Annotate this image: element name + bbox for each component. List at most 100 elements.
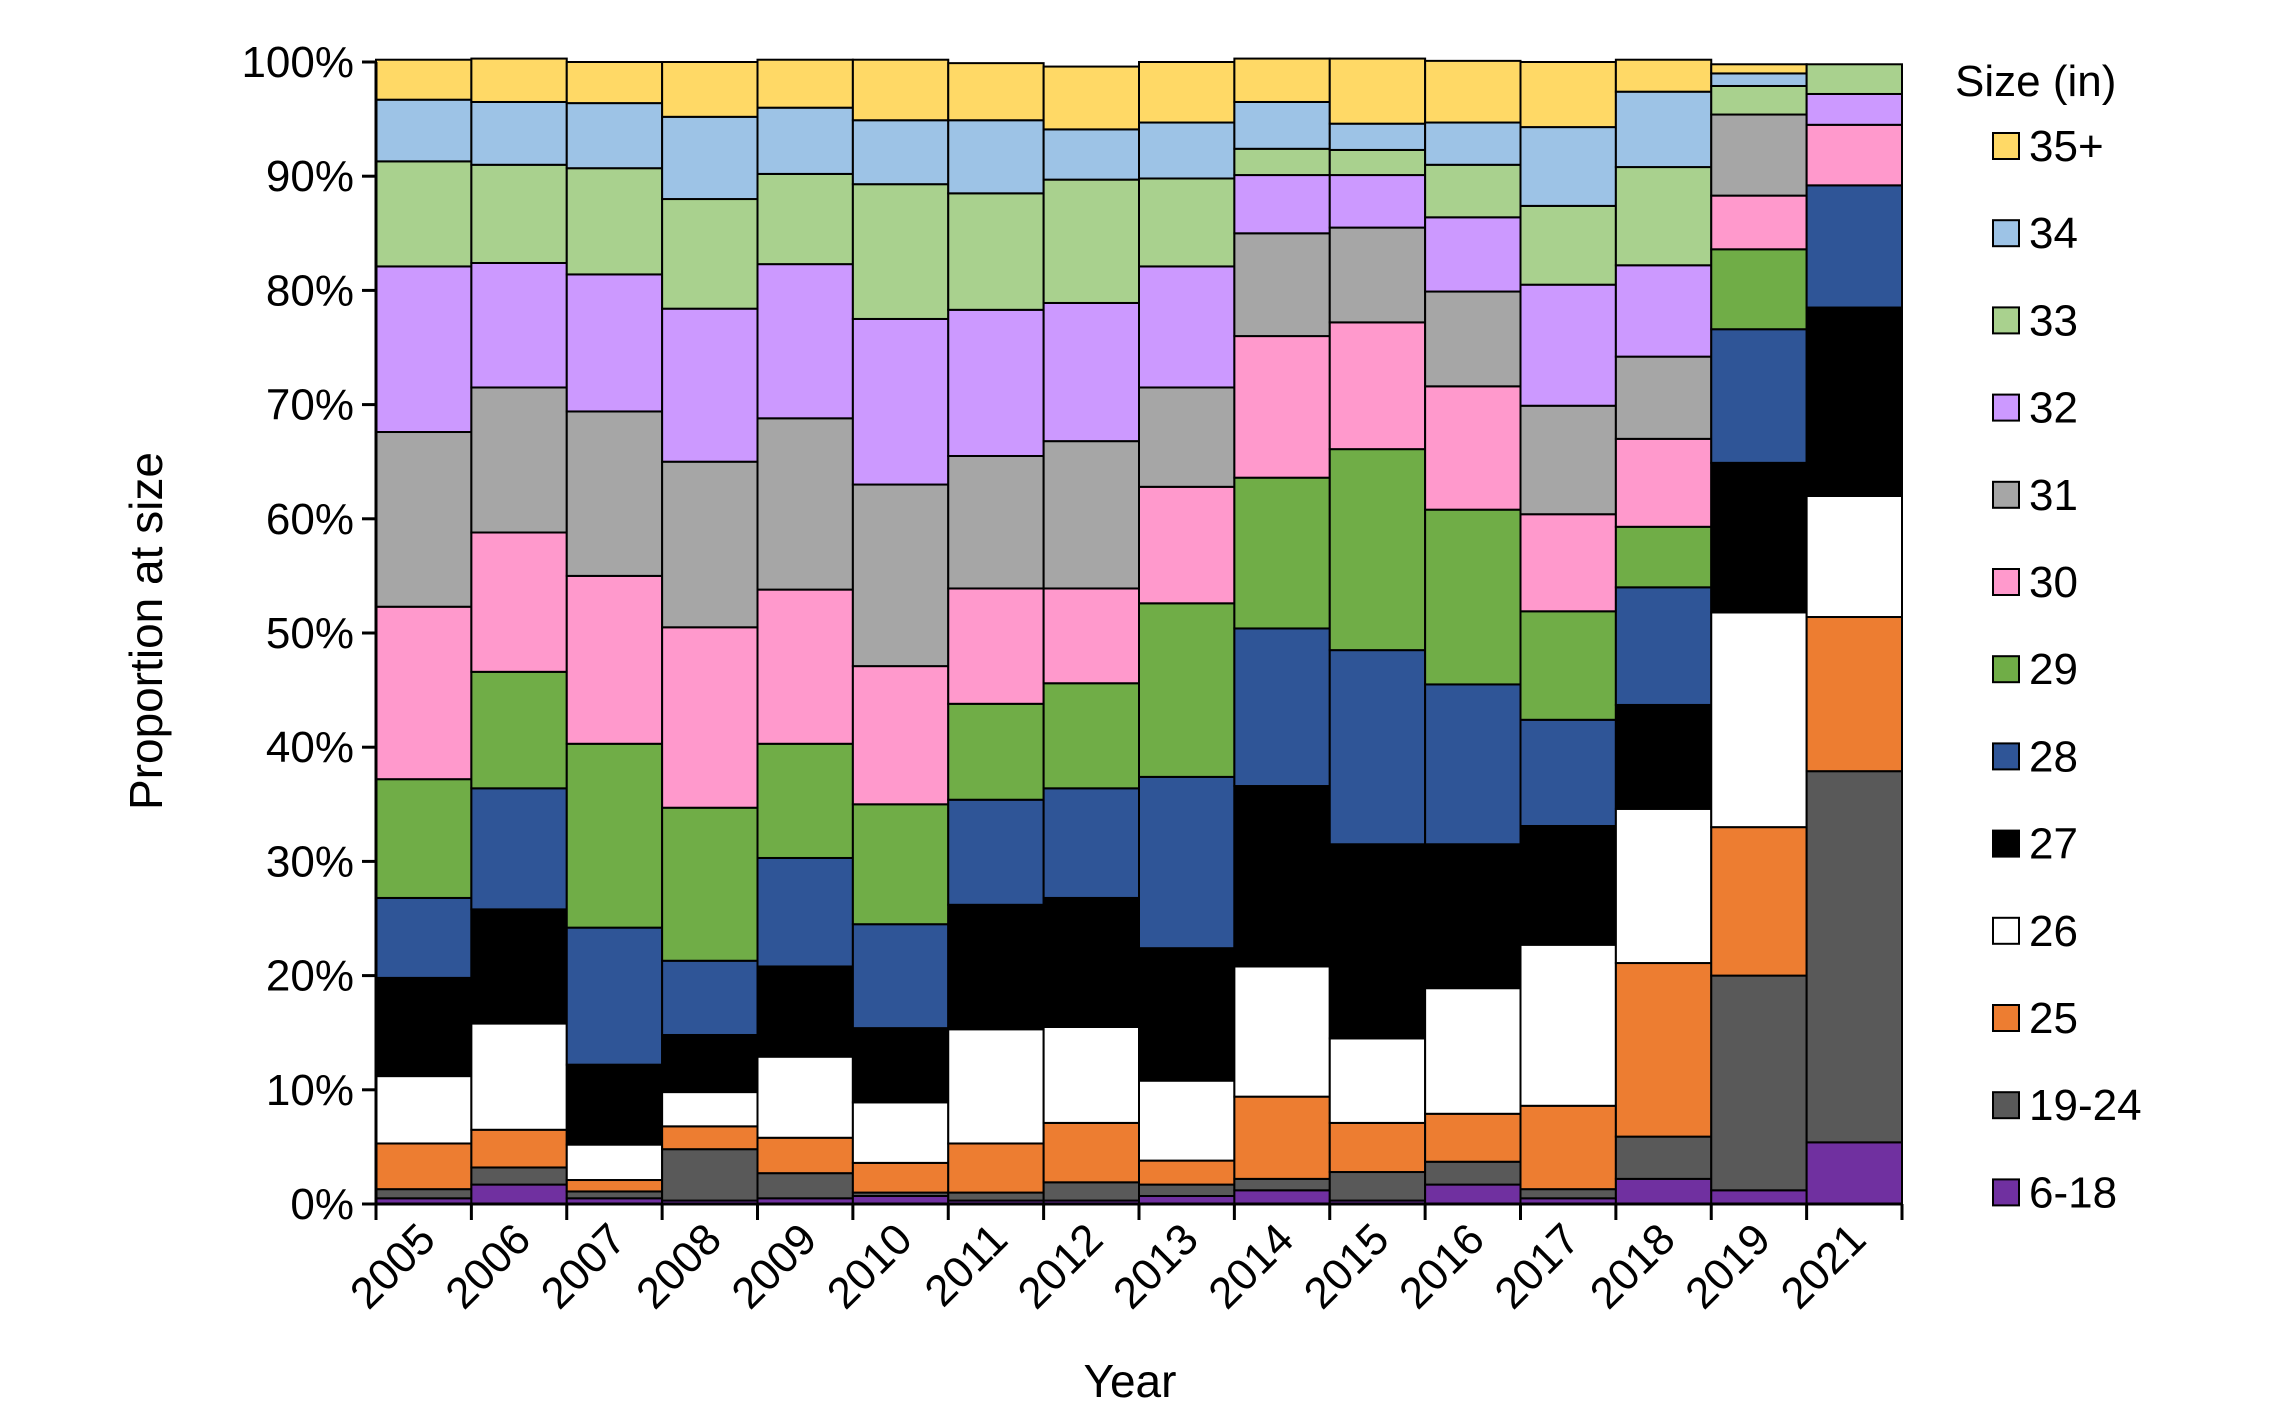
bar-segment-2006-29 <box>470 670 568 790</box>
bar-segment-2014-30 <box>1233 335 1331 479</box>
bar-segment-2018-33 <box>1614 166 1713 267</box>
legend-label-25: 25 <box>2029 994 2078 1043</box>
bar-segment-2005-28 <box>375 896 473 979</box>
bar-segment-2013-31 <box>1138 386 1236 488</box>
bar-segment-2016-33 <box>1424 163 1522 219</box>
legend-swatch-29 <box>1992 655 2020 684</box>
bar-segment-2018-30 <box>1614 437 1713 528</box>
bar-segment-2009-34 <box>756 106 854 175</box>
bar-segment-2005-30 <box>375 605 473 781</box>
legend-swatch-19-24 <box>1992 1091 2020 1120</box>
bar-segment-2009-30 <box>756 588 854 745</box>
bar-segment-2010-35+ <box>851 58 950 122</box>
bar-segment-2009-35+ <box>756 58 854 109</box>
x-tick-label: 2007 <box>532 1214 636 1318</box>
bar-segment-2013-32 <box>1138 265 1236 389</box>
legend-swatch-25 <box>1992 1004 2020 1032</box>
legend-label-32: 32 <box>2029 384 2078 433</box>
bar-segment-2019-31 <box>1710 113 1808 197</box>
x-tick-label: 2017 <box>1485 1214 1589 1318</box>
bar-segment-2014-28 <box>1233 627 1331 788</box>
bar-segment-2014-29 <box>1233 476 1331 630</box>
bar-segment-2012-25 <box>1042 1121 1140 1184</box>
bar-segment-2014-26 <box>1233 965 1331 1098</box>
bar-segment-2006-6-18 <box>470 1183 568 1206</box>
bar-segment-2010-29 <box>851 803 950 926</box>
bar-segment-2011-35+ <box>947 62 1045 122</box>
bar-segment-2012-29 <box>1042 682 1140 790</box>
bar-segment-2015-34 <box>1328 122 1427 151</box>
x-tick-label: 2009 <box>722 1214 826 1318</box>
bar-segment-2016-27 <box>1424 843 1522 990</box>
bar-segment-2005-27 <box>375 976 473 1078</box>
bar-segment-2011-32 <box>947 308 1045 457</box>
bar-segment-2017-30 <box>1519 513 1617 613</box>
y-tick-label: 20% <box>266 952 354 1001</box>
bar-segment-2015-35+ <box>1328 57 1427 125</box>
bar-segment-2014-6-18 <box>1233 1189 1331 1206</box>
bar-segment-2006-30 <box>470 531 568 673</box>
bar-segment-2015-31 <box>1328 226 1427 324</box>
bar-segment-2006-33 <box>470 163 568 264</box>
bar-segment-2010-31 <box>851 483 950 668</box>
legend-label-34: 34 <box>2029 209 2078 258</box>
bar-segment-2008-27 <box>661 1033 759 1094</box>
bar-segment-2007-33 <box>565 167 664 276</box>
x-tick-label: 2008 <box>627 1214 731 1318</box>
bar-segment-2006-32 <box>470 261 568 389</box>
bar-segment-2018-34 <box>1614 90 1713 169</box>
x-axis-title: Year <box>1084 1355 1177 1406</box>
x-tick-label: 2011 <box>915 1214 1017 1316</box>
bar-segment-2015-26 <box>1328 1037 1427 1124</box>
bar-segment-2018-26 <box>1614 807 1713 965</box>
bar-segment-2005-31 <box>375 431 473 608</box>
bar-segment-2017-19-24 <box>1519 1188 1617 1200</box>
bar-segment-2016-19-24 <box>1424 1160 1522 1186</box>
bar-segment-2008-33 <box>661 198 759 310</box>
bar-segment-2015-27 <box>1328 843 1427 1040</box>
bar-segment-2019-29 <box>1710 248 1808 331</box>
bar-segment-2006-26 <box>470 1022 568 1131</box>
bar-segment-2009-26 <box>756 1055 854 1139</box>
bar-segment-2008-31 <box>661 460 759 629</box>
bar-segment-2005-32 <box>375 265 473 434</box>
bar-segment-2013-35+ <box>1138 61 1236 124</box>
bar-segment-2005-35+ <box>375 58 473 101</box>
bar-segment-2013-25 <box>1138 1159 1236 1186</box>
bar-segment-2017-29 <box>1519 610 1617 721</box>
bar-segment-2019-28 <box>1710 328 1808 464</box>
bar-segment-2008-34 <box>661 115 759 201</box>
bar-segment-2019-35+ <box>1710 63 1808 75</box>
bar-segment-2019-34 <box>1710 72 1808 87</box>
bar-segment-2013-28 <box>1138 775 1236 950</box>
bar-segment-2007-27 <box>565 1063 664 1146</box>
bar-segment-2019-27 <box>1710 461 1808 614</box>
y-tick-label: 0% <box>290 1180 354 1229</box>
bar-segment-2019-33 <box>1710 84 1808 116</box>
legend-swatch-27 <box>1992 829 2020 858</box>
bar-segment-2007-35+ <box>565 61 664 105</box>
bar-segment-2021-6-18 <box>1805 1141 1903 1206</box>
bar-segment-2021-33 <box>1805 63 1903 95</box>
bar-segment-2016-32 <box>1424 216 1522 293</box>
bar-segment-2007-30 <box>565 574 664 745</box>
bar-segment-2008-25 <box>661 1125 759 1151</box>
bar-segment-2013-19-24 <box>1138 1183 1236 1198</box>
bar-segment-2015-32 <box>1328 174 1427 229</box>
bar-segment-2016-34 <box>1424 121 1522 166</box>
legend-label-33: 33 <box>2029 296 2078 345</box>
x-tick-label: 2015 <box>1295 1214 1399 1318</box>
x-tick-label: 2012 <box>1009 1214 1113 1318</box>
bar-segment-2021-27 <box>1805 306 1903 497</box>
y-tick-label: 50% <box>266 609 354 658</box>
x-tick-label: 2019 <box>1676 1214 1780 1318</box>
bar-segment-2007-28 <box>565 926 664 1066</box>
bar-segment-2009-27 <box>756 965 854 1058</box>
bar-segment-2009-29 <box>756 742 854 859</box>
bar-segment-2016-31 <box>1424 290 1522 388</box>
bar-segment-2012-26 <box>1042 1025 1140 1124</box>
bar-segment-2021-19-24 <box>1805 770 1903 1144</box>
bar-segment-2021-28 <box>1805 184 1903 309</box>
bar-segment-2006-35+ <box>470 57 568 103</box>
bar-segment-2018-28 <box>1614 586 1713 706</box>
